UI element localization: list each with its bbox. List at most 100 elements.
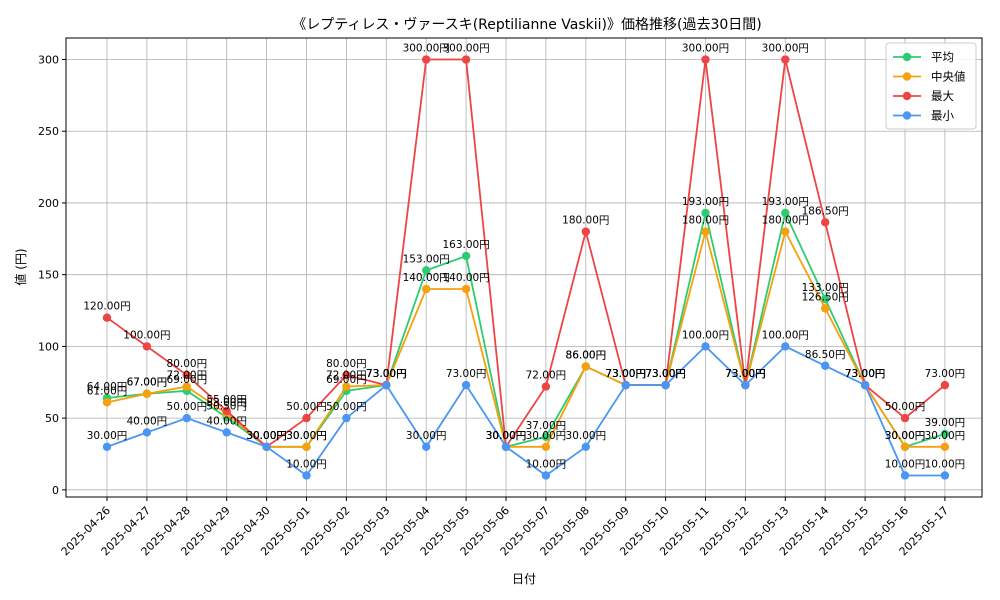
data-label: 30.00円 [925, 430, 966, 442]
data-label: 72.00円 [526, 370, 567, 382]
data-point [302, 471, 311, 480]
data-point [102, 442, 112, 451]
data-point [741, 380, 750, 390]
data-label: 73.00円 [725, 368, 766, 380]
data-label: 300.00円 [682, 43, 729, 55]
data-label: 86.50円 [805, 349, 846, 361]
data-label: 30.00円 [246, 430, 287, 442]
data-label: 10.00円 [925, 458, 966, 470]
data-label: 73.00円 [366, 368, 407, 380]
data-point [821, 294, 830, 304]
data-point [461, 251, 471, 261]
data-label: 67.00円 [127, 377, 168, 389]
data-label: 50.50円 [206, 400, 247, 412]
data-label: 73.00円 [845, 368, 886, 380]
data-point [621, 380, 630, 390]
series-3 [102, 342, 950, 480]
data-point [701, 208, 710, 218]
plot-frame [65, 37, 983, 498]
data-point [940, 380, 950, 390]
data-point [781, 227, 790, 236]
data-label: 30.00円 [566, 430, 607, 442]
data-label: 69.00円 [326, 374, 367, 386]
legend-marker [902, 111, 912, 120]
data-label: 73.00円 [366, 368, 407, 380]
data-label: 100.00円 [123, 329, 170, 341]
x-axis-title: 日付 [512, 572, 536, 586]
data-point [940, 429, 950, 439]
data-point [422, 284, 431, 294]
data-label: 10.00円 [526, 458, 567, 470]
legend-label: 最小 [931, 109, 954, 123]
data-label: 73.00円 [725, 368, 766, 380]
data-label: 300.00円 [762, 43, 809, 55]
series-line [106, 58, 946, 450]
data-point [342, 413, 351, 423]
data-label: 140.00円 [442, 272, 489, 284]
data-point [182, 413, 191, 423]
data-label: 10.00円 [286, 458, 327, 470]
data-label: 30.00円 [486, 430, 527, 442]
data-label: 67.00円 [127, 377, 168, 389]
data-point [342, 382, 351, 391]
data-label: 30.00円 [885, 430, 926, 442]
data-label: 140.00円 [403, 272, 450, 284]
y-tick-label: 150 [38, 269, 59, 282]
data-label: 37.00円 [526, 420, 567, 432]
data-point [701, 55, 710, 64]
data-point [142, 428, 152, 437]
legend-marker [902, 72, 912, 81]
data-label: 100.00円 [762, 329, 809, 341]
data-point [661, 380, 670, 390]
data-label: 73.00円 [605, 368, 646, 380]
data-label: 10.00円 [885, 458, 926, 470]
data-point [541, 442, 551, 451]
data-label: 73.00円 [366, 368, 407, 380]
data-label: 100.00円 [682, 329, 729, 341]
axes: 2025-04-262025-04-272025-04-282025-04-29… [38, 54, 951, 559]
data-label: 50.00円 [167, 401, 208, 413]
series-line [106, 210, 946, 448]
data-point [821, 361, 830, 370]
data-label: 30.00円 [486, 430, 527, 442]
data-label: 61.00円 [87, 385, 128, 397]
data-point [422, 442, 431, 451]
data-label: 186.50円 [802, 205, 849, 217]
data-label: 80.00円 [326, 358, 367, 370]
data-label: 40.00円 [127, 415, 168, 427]
data-point [461, 55, 471, 64]
data-label: 73.00円 [645, 368, 686, 380]
data-point [302, 413, 311, 423]
data-label: 180.00円 [762, 215, 809, 227]
data-label: 72.00円 [167, 370, 208, 382]
data-point [821, 218, 830, 227]
data-point [262, 442, 271, 451]
data-label: 72.00円 [326, 370, 367, 382]
y-tick-label: 300 [38, 54, 59, 67]
data-label: 73.00円 [925, 368, 966, 380]
data-point [581, 442, 590, 451]
data-label: 86.00円 [566, 349, 607, 361]
y-tick-label: 50 [45, 412, 59, 425]
data-label: 73.00円 [645, 368, 686, 380]
chart-title: 《レプティレス・ヴァースキ(Reptilianne Vaskii)》価格推移(過… [292, 16, 762, 33]
data-point [222, 428, 231, 437]
data-point [581, 362, 590, 371]
data-point [541, 471, 551, 480]
data-point [302, 442, 311, 451]
series-layer [102, 55, 950, 480]
data-label: 73.00円 [725, 368, 766, 380]
data-point [382, 380, 391, 390]
data-label: 30.00円 [486, 430, 527, 442]
series-2 [102, 55, 950, 451]
data-point [781, 208, 790, 218]
data-label: 153.00円 [403, 253, 450, 265]
data-label: 120.00円 [83, 301, 130, 313]
data-label: 86.00円 [566, 349, 607, 361]
data-point [182, 370, 191, 380]
data-point [581, 227, 590, 236]
y-axis-title: 値 (円) [13, 248, 28, 285]
data-label: 50.00円 [286, 401, 327, 413]
